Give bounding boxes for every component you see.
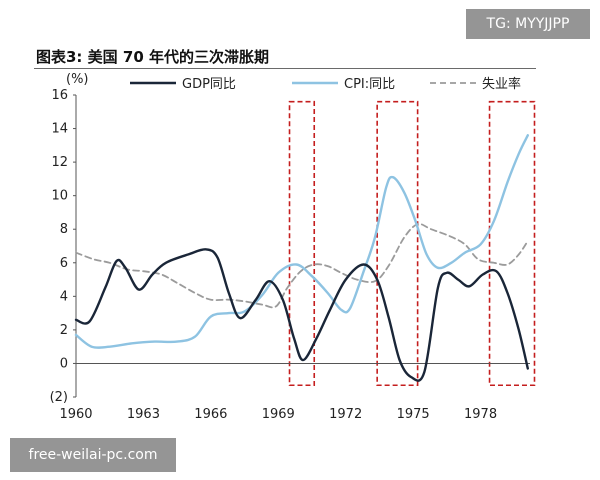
title-divider (34, 68, 536, 69)
y-tick-label: 14 (51, 122, 68, 137)
series-gdp-line (74, 248, 529, 382)
y-tick-label: 0 (60, 356, 68, 371)
x-tick-label: 1972 (329, 407, 362, 422)
x-tick-label: 1963 (127, 407, 160, 422)
y-tick-label: 12 (51, 155, 68, 170)
x-tick-label: 1978 (464, 407, 497, 422)
series-lines (74, 134, 529, 382)
y-tick-label: 16 (51, 88, 68, 103)
legend-cpi-label: CPI:同比 (344, 77, 395, 92)
highlight-box-2 (376, 100, 419, 387)
axes: (2) 0 2 4 6 8 10 12 14 16 1960 1963 1966 1969 1972 1975… (50, 88, 530, 422)
y-tick-label: 6 (60, 256, 68, 271)
x-tick-label: 1969 (262, 407, 295, 422)
x-tick-label: 1966 (194, 407, 227, 422)
highlight-boxes (288, 100, 536, 387)
y-tick-label: 4 (60, 289, 68, 304)
watermark-top: TG: MYYJJPP (466, 9, 590, 39)
watermark-bottom: free-weilai-pc.com (10, 438, 176, 472)
series-cpi-line (74, 134, 529, 349)
y-tick-label: 10 (51, 189, 68, 204)
y-tick-label: 2 (60, 323, 68, 338)
chart-title: 图表3: 美国 70 年代的三次滞胀期 (36, 48, 269, 66)
y-axis-unit: (%) (66, 72, 89, 87)
legend-gdp-label: GDP同比 (182, 77, 236, 92)
legend-gdp: GDP同比 (130, 77, 236, 92)
x-tick-label: 1960 (59, 407, 92, 422)
legend-cpi: CPI:同比 (292, 77, 395, 92)
legend: GDP同比 CPI:同比 失业率 (130, 76, 521, 92)
highlight-box-1 (288, 100, 316, 387)
legend-unemployment-label: 失业率 (482, 76, 521, 92)
y-tick-label: 8 (60, 222, 68, 237)
x-tick-label: 1975 (397, 407, 430, 422)
highlight-box-3 (488, 100, 536, 387)
y-tick-label: (2) (50, 390, 68, 405)
legend-unemployment: 失业率 (430, 76, 521, 92)
